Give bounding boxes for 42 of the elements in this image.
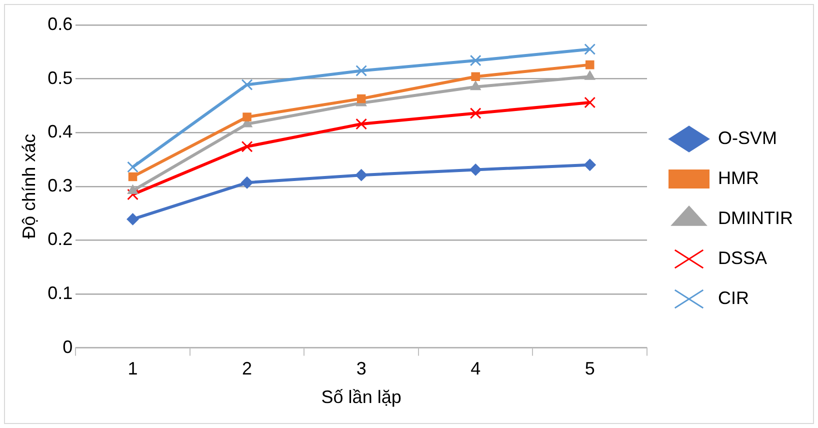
point [585, 60, 594, 70]
point [470, 80, 481, 90]
point [355, 169, 368, 182]
x-axis-title: Số lần lặp [321, 387, 402, 408]
y-tick-label: 0.5 [48, 68, 73, 88]
point [127, 161, 138, 173]
legend-label: CIR [718, 288, 750, 308]
point [128, 172, 138, 182]
y-tick-label: 0.2 [48, 229, 73, 250]
point [356, 118, 368, 130]
point [356, 65, 368, 76]
point [356, 94, 366, 104]
y-tick-label: 0.6 [48, 14, 73, 34]
point [241, 79, 253, 90]
point [470, 164, 482, 176]
point [470, 54, 482, 66]
x-tick-label: 3 [356, 358, 366, 379]
point [127, 188, 138, 200]
y-tick-label: 0.3 [48, 175, 73, 196]
legend-label: DMINTIR [718, 208, 794, 228]
x-tick-label: 2 [242, 358, 252, 379]
point [584, 96, 596, 108]
x-tick-label: 1 [128, 358, 138, 379]
x-tick-label: 4 [470, 358, 481, 379]
y-axis-title: Độ chính xác [18, 134, 39, 239]
point [242, 112, 252, 122]
legend-label: HMR [718, 168, 760, 188]
point [241, 176, 254, 189]
y-tick-label: 0.4 [48, 122, 73, 142]
point [128, 184, 138, 194]
point [584, 44, 596, 55]
point [126, 213, 139, 226]
point [584, 158, 596, 171]
y-tick-label: 0.1 [48, 282, 73, 303]
point [471, 72, 480, 82]
y-tick-label: 0 [62, 336, 73, 357]
point [584, 70, 596, 80]
x-tick-label: 5 [584, 358, 595, 379]
point [470, 108, 482, 119]
legend-label: DSSA [718, 248, 768, 268]
point [241, 140, 253, 152]
legend-label: O-SVM [718, 128, 778, 148]
